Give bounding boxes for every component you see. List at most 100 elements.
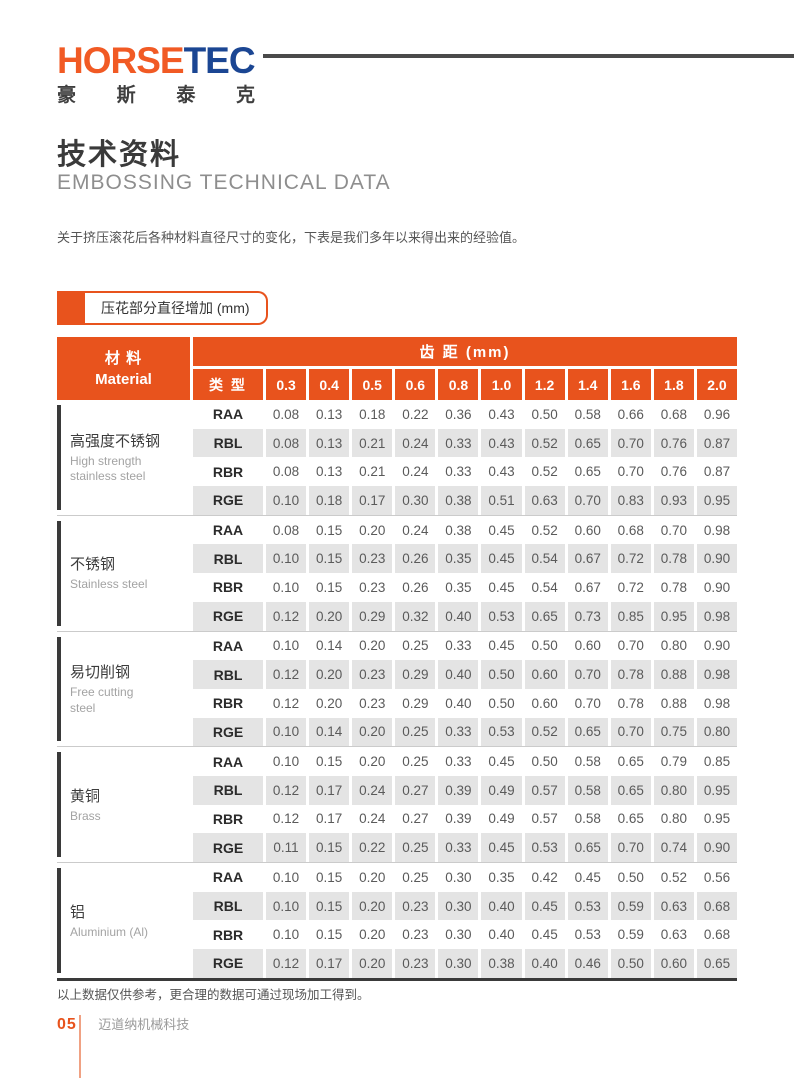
value-cell: 0.12 [266, 775, 307, 805]
value-cell: 0.24 [352, 775, 393, 805]
pitch-col-header: 1.4 [567, 369, 608, 400]
value-cell: 0.52 [660, 869, 688, 885]
knurl-type-cell: RBL [193, 891, 263, 921]
material-header-en: Material [95, 370, 152, 388]
table-row: RAA 0.08 0.15 0.20 0.24 0.38 0.45 0.52 0.60 0.68 0… [193, 516, 737, 545]
table-header: 材 料 Material 齿 距 (mm) 类 型 0.3 0.4 0.5 0.6 0.… [57, 337, 738, 400]
value-cell: 0.20 [352, 717, 393, 747]
value-cell: 0.72 [610, 544, 651, 574]
value-cell: 0.65 [567, 717, 608, 747]
value-cell: 0.20 [352, 949, 393, 978]
knurl-type-cell: RBL [193, 775, 263, 805]
value-cell: 0.85 [610, 601, 651, 631]
group-left-bar [57, 520, 61, 626]
value-cell: 0.38 [438, 486, 479, 515]
value-cell: 0.78 [660, 579, 688, 595]
pitch-col-header: 1.2 [524, 369, 565, 400]
knurl-type-cell: RAA [212, 406, 244, 423]
pitch-col-header: 1.0 [481, 369, 522, 400]
group-left-bar [57, 752, 61, 857]
value-cell: 0.59 [617, 927, 644, 943]
value-cell: 0.29 [395, 660, 436, 689]
pitch-col-header: 0.4 [309, 369, 350, 400]
table-row: RAA 0.10 0.15 0.20 0.25 0.30 0.35 0.42 0.45 0.50 0… [193, 863, 737, 892]
value-cell: 0.50 [488, 695, 515, 711]
value-cell: 0.70 [610, 428, 651, 458]
value-cell: 0.45 [531, 927, 558, 943]
table-row: RBL 0.12 0.20 0.23 0.29 0.40 0.50 0.60 0.70 0.78 0… [193, 660, 738, 689]
value-cell: 0.20 [359, 522, 386, 538]
value-cell: 0.32 [395, 601, 436, 631]
value-cell: 0.98 [696, 660, 738, 689]
material-name-en: Free cutting steel [70, 685, 134, 715]
table-row: RBR 0.12 0.20 0.23 0.29 0.40 0.50 0.60 0.70 0.78 0… [193, 689, 737, 718]
value-cell: 0.88 [660, 695, 688, 711]
value-cell: 0.23 [352, 660, 393, 689]
material-group: 高强度不锈钢 High strength stainless steel RAA 0.0… [57, 400, 738, 516]
knurl-type-cell: RGE [193, 717, 263, 747]
value-cell: 0.25 [395, 717, 436, 747]
knurl-type-cell: RGE [193, 486, 263, 515]
value-cell: 0.70 [610, 833, 651, 862]
value-cell: 0.60 [524, 660, 565, 689]
pitch-col-header: 2.0 [696, 369, 738, 400]
value-cell: 0.54 [524, 544, 565, 574]
value-cell: 0.17 [352, 486, 393, 515]
value-cell: 0.65 [567, 428, 608, 458]
value-cell: 0.96 [703, 406, 731, 422]
pitch-col-header: 1.8 [653, 369, 694, 400]
value-cell: 0.73 [567, 601, 608, 631]
value-cell: 0.90 [703, 579, 731, 595]
value-cell: 0.40 [438, 601, 479, 631]
value-cell: 0.10 [266, 544, 307, 574]
value-cell: 0.23 [359, 579, 386, 595]
value-cell: 0.54 [531, 579, 558, 595]
value-cell: 0.24 [359, 811, 386, 827]
footnote: 以上数据仅供参考，更合理的数据可通过现场加工得到。 [57, 988, 370, 1002]
material-name-en: High strength stainless steel [70, 453, 146, 484]
pitch-col-header: 0.5 [352, 369, 393, 400]
material-name-cn: 高强度不锈钢 [70, 432, 161, 450]
value-cell: 0.65 [617, 811, 644, 827]
value-cell: 0.38 [481, 949, 522, 978]
group-left-bar [57, 405, 61, 510]
material-name-cn: 黄铜 [70, 787, 101, 805]
value-cell: 0.65 [574, 464, 601, 480]
value-cell: 0.20 [309, 660, 350, 689]
value-cell: 0.15 [316, 869, 343, 885]
value-cell: 0.45 [481, 833, 522, 862]
table-row: RBL 0.10 0.15 0.23 0.26 0.35 0.45 0.54 0.67 0.72 0… [193, 544, 738, 574]
value-cell: 0.08 [266, 428, 307, 458]
value-cell: 0.74 [653, 833, 694, 862]
value-cell: 0.68 [660, 406, 688, 422]
value-cell: 0.13 [316, 406, 343, 422]
value-cell: 0.58 [574, 754, 601, 770]
value-cell: 0.24 [402, 464, 429, 480]
value-cell: 0.10 [272, 869, 300, 885]
group-left-bar [57, 868, 61, 973]
knurl-type-cell: RGE [193, 949, 263, 978]
material-cell: 黄铜 Brass [57, 747, 190, 862]
value-cell: 0.10 [272, 927, 300, 943]
value-cell: 0.30 [395, 486, 436, 515]
value-cell: 0.70 [660, 522, 688, 538]
logo: HORSETEC 豪 斯 泰 克 [57, 40, 256, 105]
value-cell: 0.15 [309, 891, 350, 921]
material-name-cn: 易切削钢 [70, 664, 131, 682]
value-cell: 0.17 [309, 949, 350, 978]
value-cell: 0.15 [316, 579, 343, 595]
table-row: RGE 0.11 0.15 0.22 0.25 0.33 0.45 0.53 0.65 0.70 0… [193, 833, 738, 862]
material-cell: 铝 Aluminium (Al) [57, 863, 190, 978]
value-cell: 0.33 [438, 428, 479, 458]
value-cell: 0.45 [488, 754, 515, 770]
material-name-en: Brass [70, 808, 101, 823]
value-cell: 0.26 [395, 544, 436, 574]
value-cell: 0.58 [567, 775, 608, 805]
value-cell: 0.27 [395, 775, 436, 805]
logo-wordmark-horse: HORSE [57, 40, 185, 81]
value-cell: 0.76 [653, 428, 694, 458]
value-cell: 0.98 [703, 522, 731, 538]
value-cell: 0.22 [352, 833, 393, 862]
value-cell: 0.68 [617, 522, 644, 538]
